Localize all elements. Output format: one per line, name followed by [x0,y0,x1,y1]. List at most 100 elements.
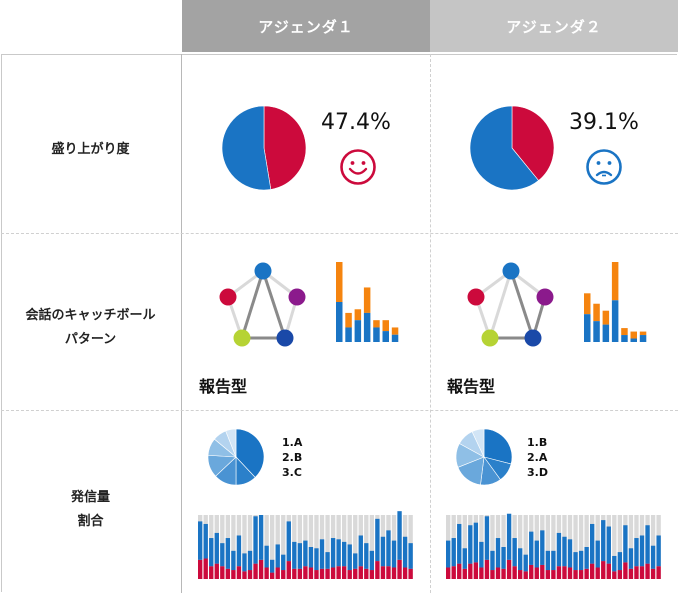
bar-segment-blue [225,538,231,569]
bar-background [573,515,578,579]
excitement-percent-agenda2: 39.1% [569,110,639,135]
table-frame [1,54,677,592]
bar-segment-top [621,328,628,336]
bar-segment-blue [336,539,341,567]
bar-segment-blue [203,523,208,559]
bar-segment-blue [595,540,600,568]
bar-background [270,515,275,579]
bar-segment-blue [270,559,275,573]
bar-background [242,515,247,579]
catchball-bars-agenda2 [584,262,647,342]
bar-segment-blue [342,541,347,567]
pie-slice-blue [221,105,272,191]
node-bottom-left [481,329,499,347]
bar-segment-blue [363,312,371,342]
bar-segment-red [534,567,539,579]
bar-segment-blue [567,539,573,568]
bar-segment-red [303,566,308,579]
bar-segment-red [209,566,214,579]
bar-background [518,515,523,579]
bar-segment-blue [490,550,495,571]
catchball-network-agenda2 [467,262,554,347]
bar-background [281,515,286,579]
bar-segment-blue [628,548,634,569]
row-label-excitement: 盛り上がり度 [51,142,130,157]
bar-segment-blue [380,536,386,567]
bar-segment-blue [275,544,280,568]
bar-segment-red [446,567,451,579]
bar-segment-blue [281,554,286,571]
bar-segment-red [258,559,264,579]
bar-segment-blue [634,538,639,567]
pie-slice [225,428,237,458]
agenda-column-divider [430,54,431,593]
bar-segment-red [242,571,247,579]
bar-segment-blue [462,548,467,569]
bar-segment-red [606,563,611,579]
bar-background [578,515,584,579]
bar-segment-red [567,567,573,579]
bar-segment-red [225,568,231,579]
bar-segment-red [479,567,484,579]
bar-segment-blue [308,547,314,568]
rank-2: 2.B [282,451,303,464]
bar-segment-blue [247,550,253,571]
bar-segment-blue [645,525,650,564]
bar-segment-red [198,559,203,579]
bar-segment-red [468,563,473,579]
bar-segment-top [630,331,637,339]
bar-segment-blue [495,538,501,568]
row-divider-2 [1,410,678,411]
ratio-bars-agenda2 [446,513,661,579]
bar-segment-red [590,563,595,579]
bar-segment-blue [231,550,236,571]
bar-segment-blue [397,511,402,560]
bar-segment-red [551,570,556,579]
bar-segment-red [495,567,501,579]
bar-segment-blue [209,538,214,567]
bar-segment-blue [506,513,512,560]
smile-icon [340,149,376,185]
bar-segment-blue [347,544,352,571]
bar-segment-blue [325,552,330,569]
bar-segment-blue [551,550,556,571]
bar-segment-top [584,293,591,315]
bar-segment-blue [479,541,484,568]
bar-segment-red [391,567,397,579]
bar-segment-red [375,561,380,579]
bar-background [369,515,375,579]
bar-segment-red [297,568,303,579]
bar-segment-red [650,568,656,579]
bar-segment-red [545,570,551,579]
bar-background [628,515,634,579]
bar-segment-red [628,568,634,579]
bar-segment-red [214,563,219,579]
bar-segment-red [220,566,225,579]
bar-segment-blue [484,516,490,560]
bar-segment-red [369,570,375,579]
bar-segment-top [391,327,399,335]
bar-segment-blue [446,540,451,568]
bar-segment-red [462,568,467,579]
row-label-catchball: 会話のキャッチボール パターン [25,308,156,347]
bar-segment-red [380,566,386,579]
bar-segment-blue [314,548,319,571]
bar-segment-top [345,312,352,328]
bar-segment-top [382,320,389,332]
bar-segment-red [247,570,253,579]
node-right [536,288,554,306]
rank-2: 2.A [527,451,548,464]
bar-segment-red [330,567,336,579]
pie-slice-red [263,105,307,190]
bar-segment-blue [602,324,610,342]
pie-slice-red [511,105,555,181]
bar-segment-blue [375,518,380,562]
bar-segment-blue [402,536,408,568]
bar-background [462,515,467,579]
bar-segment-blue [353,553,358,569]
bar-segment-red [386,566,391,579]
bar-segment-blue [214,532,219,564]
bar-segment-top [363,287,371,313]
bar-segment-red [501,568,506,579]
bar-segment-blue [562,536,567,567]
